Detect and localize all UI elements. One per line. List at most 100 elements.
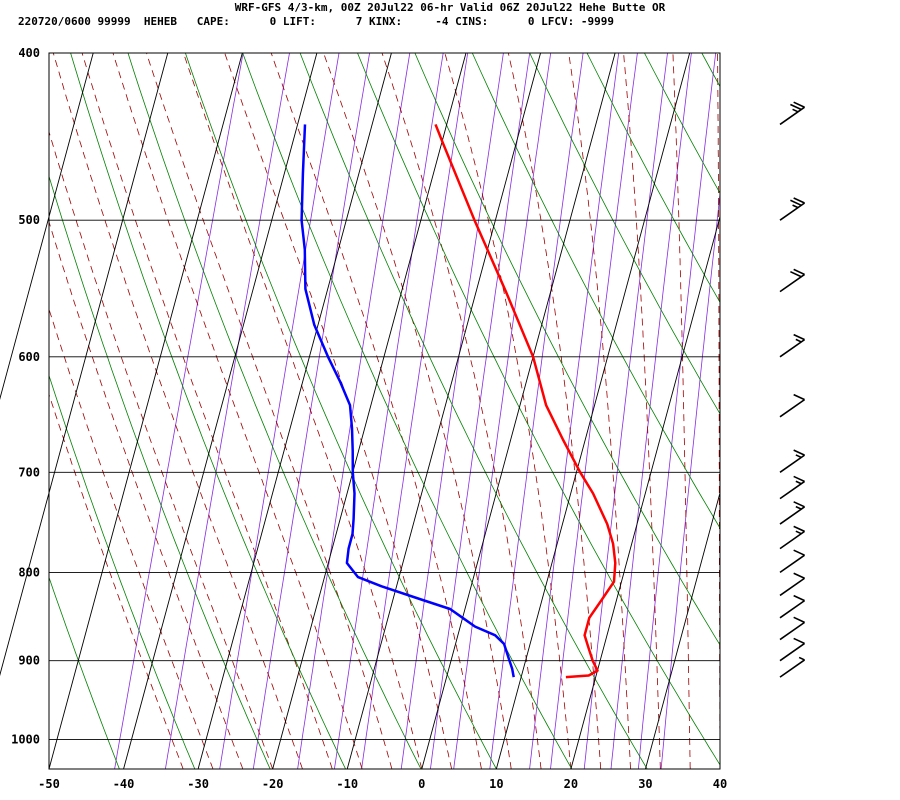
isotherm-line: [48, 52, 243, 770]
moist-adiabat-line: [444, 53, 572, 769]
mixing-ratio-line: [529, 53, 620, 769]
isotherm-line: [570, 216, 721, 770]
wind-barb: [779, 197, 806, 221]
wind-barb: [779, 656, 806, 678]
wind-barb: [779, 393, 806, 418]
isotherm-line: [0, 52, 94, 400]
pressure-tick-label: 400: [18, 46, 40, 60]
pressure-tick-label: 1000: [11, 733, 40, 747]
wind-barb: [779, 333, 806, 358]
dry-adiabat-line: [529, 53, 720, 415]
mixing-ratio-line: [637, 53, 717, 769]
x-tick-label: -10: [336, 777, 358, 791]
wind-barb: [779, 637, 806, 662]
moist-adiabat-line: [568, 53, 631, 769]
x-tick-labels: -50 -40 -30 -20 -10 0 10 20 30 40: [38, 777, 727, 791]
temperature-profile-line: [434, 123, 617, 679]
x-tick-label: 20: [564, 777, 578, 791]
moist-adiabat-line: [323, 53, 512, 769]
moist-adiabat-line: [49, 130, 274, 769]
dewpoint-profile-line: [300, 124, 515, 678]
wind-barb: [779, 594, 806, 619]
grid-lines: [0, 52, 721, 770]
mixing-ratio-line: [453, 53, 552, 769]
isotherm-line: [495, 52, 691, 770]
x-tick-label: 10: [489, 777, 503, 791]
dry-adiabat-line: [49, 374, 196, 769]
wind-barb: [779, 525, 806, 550]
chart-title: WRF-GFS 4/3-km, 00Z 20Jul22 06-hr Valid …: [234, 1, 666, 14]
isotherm-line: [197, 52, 392, 770]
isotherm-line: [123, 52, 318, 770]
moist-adiabat-line: [49, 393, 184, 769]
moist-adiabat-line: [49, 307, 214, 769]
mixing-ratio-lines: [114, 53, 720, 769]
wind-barbs: [779, 101, 806, 678]
dry-adiabat-line: [185, 53, 497, 769]
x-tick-label: -20: [262, 777, 284, 791]
wind-barb: [779, 268, 806, 293]
pressure-tick-label: 500: [18, 213, 40, 227]
mixing-ratio-line: [334, 53, 444, 769]
x-tick-label: -50: [38, 777, 60, 791]
moist-adiabat-line: [507, 53, 602, 769]
mixing-ratio-line: [430, 53, 531, 769]
moist-adiabats: [49, 53, 720, 769]
wind-barb: [779, 501, 806, 525]
plot-frame: [48, 52, 721, 770]
mixing-ratio-line: [114, 53, 244, 769]
wind-barb: [779, 449, 806, 473]
isotherm-line: [421, 52, 616, 770]
isotherm-line: [645, 492, 721, 770]
x-tick-label: -40: [113, 777, 135, 791]
pressure-tick-label: 700: [18, 465, 40, 479]
dry-adiabat-line: [127, 53, 422, 769]
mixing-ratio-line: [550, 53, 638, 769]
moist-adiabat-line: [52, 53, 303, 769]
isotherm-line: [0, 52, 169, 677]
moist-adiabat-line: [224, 53, 452, 769]
moist-adiabat-line: [183, 53, 423, 769]
moist-adiabat-line: [81, 53, 333, 769]
wind-barb: [779, 616, 806, 641]
moist-adiabat-line: [146, 53, 393, 769]
dry-adiabat-line: [817, 53, 900, 769]
mixing-ratio-line: [489, 53, 584, 769]
dry-adiabat-line: [586, 53, 720, 304]
wind-barb: [779, 549, 806, 574]
dry-adiabat-line: [471, 53, 720, 529]
dry-adiabat-line: [49, 175, 271, 769]
x-tick-label: 30: [638, 777, 652, 791]
pressure-tick-label: 800: [18, 565, 40, 579]
moist-adiabat-line: [112, 53, 363, 769]
dry-adiabats: [49, 53, 900, 769]
mixing-ratio-line: [660, 190, 720, 769]
x-tick-label: 0: [418, 777, 425, 791]
moist-adiabat-line: [381, 53, 542, 769]
wind-barb: [779, 101, 806, 126]
moist-adiabat-line: [49, 220, 244, 769]
isotherm-line: [272, 52, 467, 770]
sounding-info-line: 220720/0600 99999 HEHEB CAPE: 0 LIFT: 7 …: [18, 15, 615, 28]
pressure-tick-labels: 400 500 600 700 800 900 1000: [11, 46, 40, 747]
dry-adiabat-line: [242, 53, 573, 769]
x-tick-label: 40: [713, 777, 727, 791]
mixing-ratio-line: [165, 53, 290, 769]
mixing-ratio-line: [361, 53, 469, 769]
mixing-ratio-line: [400, 53, 504, 769]
dry-adiabat-line: [874, 53, 900, 769]
dry-adiabat-line: [357, 53, 720, 766]
moist-adiabat-line: [270, 53, 482, 769]
profile-series: [300, 123, 617, 679]
mixing-ratio-line: [252, 53, 370, 769]
mixing-ratio-line: [297, 53, 411, 769]
dry-adiabat-line: [49, 576, 120, 769]
x-tick-label: -30: [187, 777, 209, 791]
dry-adiabat-line: [644, 53, 720, 194]
wind-barb: [779, 475, 806, 500]
mixing-ratio-line: [583, 53, 668, 769]
mixing-ratio-line: [219, 53, 340, 769]
mixing-ratio-line: [610, 53, 692, 769]
wind-barb: [779, 572, 806, 597]
